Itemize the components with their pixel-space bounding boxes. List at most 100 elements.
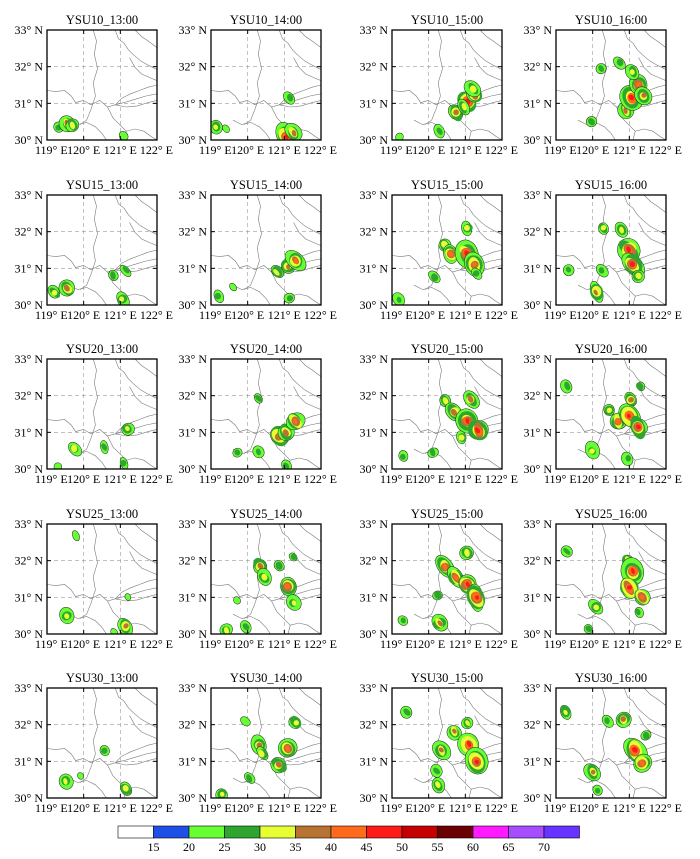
map-boundary-line xyxy=(134,688,157,706)
reflectivity-contour xyxy=(594,787,601,794)
reflectivity-contour xyxy=(587,118,596,126)
map-boundary-line xyxy=(79,195,98,290)
y-tick-label: 30° N xyxy=(15,298,44,312)
y-tick-label: 30° N xyxy=(360,791,389,805)
y-tick-label: 30° N xyxy=(524,462,553,476)
panel-frame xyxy=(391,687,503,799)
reflectivity-contour xyxy=(635,272,642,280)
colorbar-swatch xyxy=(259,825,296,839)
x-tick-label: 122° E xyxy=(304,801,337,815)
map-boundary-line xyxy=(126,786,157,798)
map-boundary-line xyxy=(279,587,321,600)
reflectivity-contour xyxy=(626,585,633,590)
y-tick-label: 33° N xyxy=(179,517,208,531)
y-tick-label: 30° N xyxy=(524,133,553,147)
reflectivity-contour xyxy=(233,596,241,605)
reflectivity-contour xyxy=(636,424,641,430)
reflectivity-contour xyxy=(563,709,568,716)
reflectivity-cell xyxy=(229,283,237,292)
y-tick-label: 33° N xyxy=(524,681,553,695)
reflectivity-cell xyxy=(620,577,639,599)
reflectivity-cell xyxy=(463,390,480,409)
y-tick-label: 30° N xyxy=(360,298,389,312)
x-tick-label: 121° E xyxy=(268,308,301,322)
map-boundary-line xyxy=(452,271,472,305)
map-boundary-line xyxy=(471,622,502,634)
y-tick-label: 33° N xyxy=(15,23,44,37)
y-tick-label: 30° N xyxy=(15,133,44,147)
y-tick-label: 33° N xyxy=(360,23,389,37)
map-boundary-line xyxy=(114,359,157,399)
y-tick-label: 33° N xyxy=(360,352,389,366)
reflectivity-contour xyxy=(213,124,219,130)
reflectivity-contour xyxy=(290,553,298,561)
y-tick-label: 31° N xyxy=(524,96,553,110)
colorbar-label: 25 xyxy=(219,840,231,854)
reflectivity-cell xyxy=(65,118,80,133)
reflectivity-cell xyxy=(222,124,230,133)
map-boundary-line xyxy=(126,457,157,469)
reflectivity-contour xyxy=(293,418,298,425)
map-boundary-line xyxy=(471,128,502,140)
reflectivity-cell xyxy=(624,64,640,80)
reflectivity-cell xyxy=(461,717,474,730)
reflectivity-cell xyxy=(459,545,474,560)
x-tick-label: 119° E xyxy=(544,308,577,322)
y-tick-label: 33° N xyxy=(179,681,208,695)
reflectivity-cell xyxy=(634,589,651,606)
reflectivity-contour xyxy=(110,271,116,280)
panel-content xyxy=(211,359,321,469)
x-tick-label: 121° E xyxy=(449,637,482,651)
reflectivity-cell xyxy=(270,757,287,774)
map-boundary-line xyxy=(290,293,321,305)
y-tick-label: 31° N xyxy=(15,425,44,439)
map-boundary-line xyxy=(47,748,116,766)
map-boundary-line xyxy=(278,30,321,70)
reflectivity-contour xyxy=(286,295,294,302)
map-boundary-line xyxy=(459,30,502,70)
y-tick-label: 32° N xyxy=(360,718,389,732)
map-boundary-line xyxy=(115,587,157,600)
reflectivity-cell xyxy=(252,445,265,459)
y-tick-label: 31° N xyxy=(524,590,553,604)
x-tick-label: 121° E xyxy=(268,801,301,815)
reflectivity-contour xyxy=(593,289,598,296)
reflectivity-cell xyxy=(254,393,263,404)
reflectivity-contour xyxy=(565,266,572,273)
map-boundary-line xyxy=(474,222,502,246)
panel-content xyxy=(556,359,666,469)
panel-content xyxy=(47,30,157,140)
map-panel-3-2: YSU20_14:00 119° E 120° E 121° E 122° E 30° N… xyxy=(179,342,337,486)
reflectivity-cell xyxy=(432,590,443,601)
y-tick-label: 32° N xyxy=(15,60,44,74)
x-tick-label: 121° E xyxy=(268,472,301,486)
map-boundary-line xyxy=(115,594,157,602)
map-boundary-line xyxy=(129,386,157,410)
map-boundary-line xyxy=(79,359,98,454)
reflectivity-cell xyxy=(119,457,129,469)
reflectivity-contour xyxy=(257,562,264,570)
map-boundary-line xyxy=(114,413,157,435)
reflectivity-contour xyxy=(431,273,439,282)
map-boundary-line xyxy=(471,293,502,305)
x-tick-label: 119° E xyxy=(380,308,413,322)
y-tick-label: 33° N xyxy=(524,352,553,366)
map-boundary-line xyxy=(114,524,157,564)
panel-frame xyxy=(210,358,322,470)
reflectivity-cell xyxy=(215,788,228,798)
reflectivity-cell xyxy=(583,624,594,634)
y-tick-label: 33° N xyxy=(179,23,208,37)
map-boundary-line xyxy=(290,622,321,634)
reflectivity-cell xyxy=(284,122,303,140)
map-boundary-line xyxy=(638,386,666,410)
y-tick-label: 32° N xyxy=(179,554,208,568)
reflectivity-cell xyxy=(560,545,573,558)
x-tick-label: 122° E xyxy=(485,472,518,486)
reflectivity-contour xyxy=(273,269,280,276)
reflectivity-cell xyxy=(240,620,252,634)
reflectivity-cell xyxy=(398,450,409,462)
map-boundary-line xyxy=(126,622,157,634)
reflectivity-contour xyxy=(63,778,68,785)
x-tick-label: 122° E xyxy=(140,472,173,486)
x-tick-label: 119° E xyxy=(380,637,413,651)
